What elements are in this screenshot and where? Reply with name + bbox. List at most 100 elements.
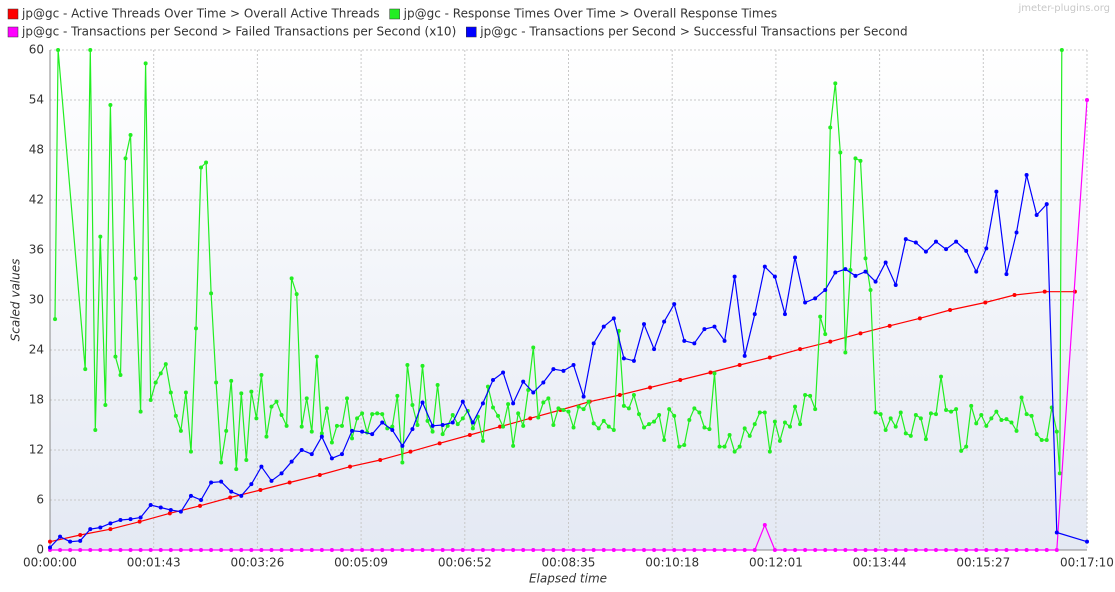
data-point xyxy=(994,189,999,194)
data-point xyxy=(652,419,657,424)
data-point xyxy=(682,338,687,343)
data-point xyxy=(350,428,355,433)
data-point xyxy=(863,256,868,261)
data-point xyxy=(581,407,586,412)
data-point xyxy=(158,371,163,376)
data-point xyxy=(1004,272,1009,277)
data-point xyxy=(269,404,274,409)
data-point xyxy=(813,296,818,301)
data-point xyxy=(204,160,209,165)
data-point xyxy=(702,327,707,332)
data-point xyxy=(430,548,435,552)
data-point xyxy=(269,548,274,552)
data-point xyxy=(858,158,863,163)
data-point xyxy=(722,548,727,552)
data-point xyxy=(53,317,58,322)
data-point xyxy=(299,424,304,429)
data-point xyxy=(324,406,329,411)
data-point xyxy=(923,437,928,442)
data-point xyxy=(652,548,657,552)
data-point xyxy=(258,488,263,492)
data-point xyxy=(787,424,792,429)
data-point xyxy=(984,423,989,428)
data-point xyxy=(470,426,475,431)
data-point xyxy=(853,548,858,552)
data-point xyxy=(772,274,777,279)
data-point xyxy=(642,322,647,327)
data-point xyxy=(798,347,803,352)
data-point xyxy=(923,548,928,552)
data-point xyxy=(617,393,622,397)
data-point xyxy=(893,548,898,552)
data-point xyxy=(808,393,813,398)
data-point xyxy=(647,422,652,427)
data-point xyxy=(616,328,621,333)
data-point xyxy=(48,539,52,544)
y-tick-label: 42 xyxy=(29,193,44,207)
data-point xyxy=(782,548,787,552)
data-point xyxy=(380,420,385,425)
y-tick-label: 18 xyxy=(29,393,44,407)
data-point xyxy=(531,548,536,552)
data-point xyxy=(1057,471,1062,476)
data-point xyxy=(178,428,183,433)
data-point xyxy=(309,429,314,434)
data-point xyxy=(199,165,204,170)
data-point xyxy=(1044,548,1049,552)
data-point xyxy=(702,548,707,552)
data-point xyxy=(83,367,88,372)
data-point xyxy=(199,498,204,502)
data-point xyxy=(742,548,747,552)
series-line xyxy=(54,49,1063,474)
data-point xyxy=(727,433,732,437)
data-point xyxy=(818,314,823,319)
data-point xyxy=(581,394,586,399)
x-tick-label: 00:12:01 xyxy=(749,556,803,570)
data-point xyxy=(908,433,913,438)
legend-label: jp@gc - Transactions per Second > Failed… xyxy=(21,25,456,39)
y-tick-label: 60 xyxy=(29,43,44,57)
legend-swatch xyxy=(389,8,400,20)
data-point xyxy=(435,383,440,387)
data-point xyxy=(511,443,516,448)
data-point xyxy=(224,428,229,433)
data-point xyxy=(98,525,103,530)
data-point xyxy=(68,539,73,544)
data-point xyxy=(511,548,516,552)
data-point xyxy=(531,345,536,350)
x-tick-label: 00:06:52 xyxy=(438,556,492,570)
data-point xyxy=(777,438,782,443)
data-point xyxy=(470,420,475,425)
data-point xyxy=(259,548,264,552)
data-point xyxy=(591,421,596,426)
data-point xyxy=(969,403,974,408)
data-point xyxy=(108,103,113,107)
data-point xyxy=(274,399,279,404)
data-point xyxy=(284,423,289,428)
data-point xyxy=(571,548,576,552)
data-point xyxy=(178,548,183,552)
data-point xyxy=(521,548,526,552)
data-point xyxy=(378,458,383,462)
data-point xyxy=(264,434,269,439)
data-point xyxy=(933,239,938,244)
data-point xyxy=(692,341,697,346)
data-point xyxy=(898,410,903,415)
data-point xyxy=(823,548,828,552)
data-point xyxy=(370,548,375,552)
data-point xyxy=(873,279,878,284)
data-point xyxy=(118,548,123,552)
data-point xyxy=(948,308,953,312)
data-point xyxy=(793,548,798,552)
data-point xyxy=(631,393,636,397)
data-point xyxy=(329,548,334,552)
data-point xyxy=(229,378,234,383)
data-point xyxy=(148,398,153,402)
data-point xyxy=(732,548,737,552)
data-point xyxy=(591,341,596,346)
data-point xyxy=(304,396,309,401)
data-point xyxy=(309,548,314,552)
data-point xyxy=(480,401,485,406)
data-point xyxy=(601,418,606,423)
data-point xyxy=(933,412,938,417)
